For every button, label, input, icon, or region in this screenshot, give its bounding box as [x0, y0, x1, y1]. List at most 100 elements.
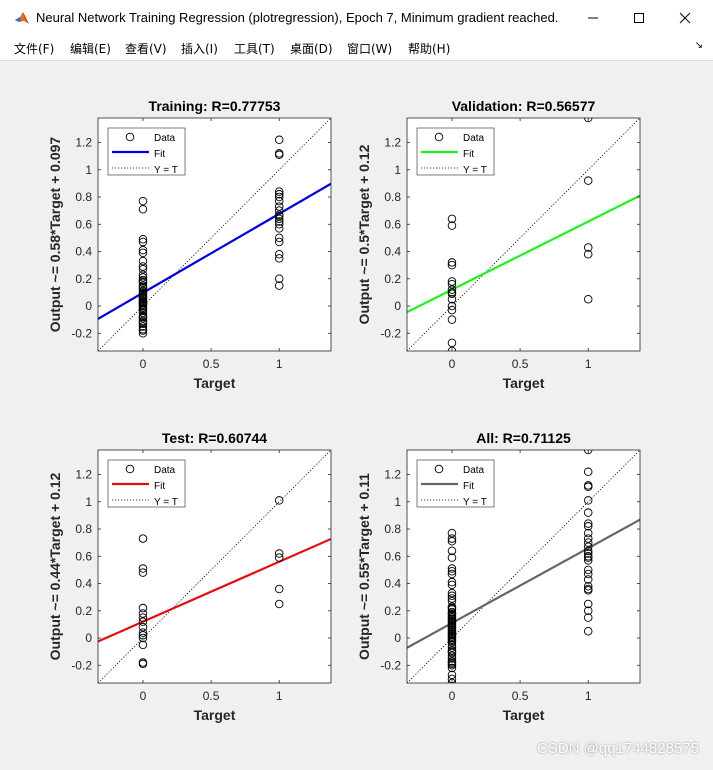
identity-line [407, 450, 640, 683]
figure-canvas: 0 0.5 1 -0.2 0 0.2 0.4 0.6 0.8 1 1.2 Training: R=0.… [5, 62, 708, 766]
data-point [138, 205, 148, 214]
legend-label: Fit [154, 481, 165, 492]
data-point [138, 248, 148, 258]
data-point [138, 264, 148, 274]
legend-label: Data [463, 133, 485, 144]
legend-label: Fit [154, 149, 165, 160]
fit-line [407, 194, 640, 314]
data-point [583, 553, 593, 562]
data-point [583, 599, 593, 609]
dock-arrow-icon[interactable]: ↘ [694, 40, 703, 51]
plot-frame [97, 117, 332, 352]
y-tick-label: 0 [394, 299, 401, 313]
plot-legend: Data Fit Y = T [107, 127, 186, 176]
plot-legend: Data Fit Y = T [416, 127, 495, 176]
data-point [274, 206, 284, 215]
y-tick-label: 0.4 [75, 245, 92, 259]
data-point [447, 528, 457, 538]
y-tick-label: 0.8 [75, 190, 92, 204]
y-tick-label: -0.2 [71, 326, 92, 340]
data-point [447, 221, 457, 230]
menu-edit[interactable]: 编辑(E) [70, 42, 111, 56]
data-point [583, 549, 593, 558]
data-point [274, 214, 284, 224]
y-tick-label: 0.4 [384, 577, 401, 591]
y-tick-label: 0.8 [384, 522, 401, 536]
data-point [274, 274, 284, 284]
data-point [138, 322, 148, 331]
menu-window[interactable]: 窗口(W) [347, 42, 393, 56]
y-tick-label: 1.2 [384, 136, 401, 150]
legend-data-marker [125, 132, 135, 142]
x-tick-label: 1 [276, 357, 283, 371]
regression-plot-1: 0 0.5 1 -0.2 0 0.2 0.4 0.6 0.8 1 1.2 Training: R=0.… [47, 98, 332, 391]
plot-contents [98, 450, 331, 683]
minimize-icon [588, 17, 598, 19]
data-point [583, 606, 593, 616]
data-point [274, 254, 284, 263]
data-point [138, 324, 148, 334]
data-point [583, 482, 593, 492]
plot-title: Validation: R=0.56577 [452, 98, 596, 114]
y-tick-label: 1 [85, 495, 92, 509]
y-tick-label: 1.2 [75, 136, 92, 150]
menu-help[interactable]: 帮助(H) [408, 42, 451, 56]
data-point [447, 315, 457, 324]
data-point [447, 654, 457, 663]
data-point [583, 534, 593, 543]
x-axis-label: Target [503, 707, 545, 723]
y-tick-label: 1 [85, 163, 92, 177]
data-point [274, 250, 284, 259]
close-button[interactable] [662, 0, 708, 36]
data-point [447, 661, 457, 670]
data-point [138, 305, 148, 315]
menu-separator [0, 60, 713, 61]
y-tick-label: 1 [394, 163, 401, 177]
y-axis-label: Output ~= 0.55*Target + 0.11 [356, 473, 372, 660]
y-axis-label: Output ~= 0.58*Target + 0.097 [47, 137, 63, 333]
x-tick-label: 0 [140, 357, 147, 371]
y-tick-label: 1.2 [75, 468, 92, 482]
data-point [583, 546, 593, 556]
data-point [447, 663, 457, 673]
data-point [274, 196, 284, 206]
data-point [447, 564, 457, 573]
y-tick-label: 0.2 [384, 604, 401, 618]
matlab-logo-icon [15, 12, 29, 24]
legend-label: Data [154, 133, 176, 144]
menu-file[interactable]: 文件(F) [14, 42, 55, 56]
menu-view[interactable]: 查看(V) [125, 42, 167, 56]
data-point [274, 220, 284, 229]
data-point [583, 294, 593, 304]
menu-desktop[interactable]: 桌面(D) [290, 42, 333, 56]
data-point [138, 196, 148, 206]
menu-insert[interactable]: 插入(I) [181, 42, 218, 56]
data-point [274, 233, 284, 243]
data-point [138, 609, 148, 618]
x-tick-label: 1 [585, 689, 592, 703]
data-point [138, 288, 148, 297]
data-point [447, 605, 457, 614]
menu-tools[interactable]: 工具(T) [234, 42, 275, 56]
data-point [274, 192, 284, 202]
data-point [138, 613, 148, 622]
data-point [274, 584, 284, 594]
maximize-button[interactable] [616, 0, 662, 36]
data-point [138, 273, 148, 282]
data-point [138, 256, 148, 266]
x-tick-label: 0.5 [512, 357, 529, 371]
data-point [274, 237, 284, 247]
data-point [138, 308, 148, 318]
y-tick-label: 0.8 [75, 522, 92, 536]
data-point [583, 586, 593, 595]
data-point [274, 150, 284, 160]
legend-data-marker [434, 132, 444, 142]
data-point [138, 293, 148, 303]
x-tick-label: 0.5 [203, 357, 220, 371]
fit-line [98, 182, 331, 320]
y-tick-label: 0.2 [384, 272, 401, 286]
minimize-button[interactable] [570, 0, 616, 36]
data-point [138, 534, 148, 543]
legend-label: Y = T [463, 497, 487, 508]
y-tick-label: 0.6 [384, 549, 401, 563]
